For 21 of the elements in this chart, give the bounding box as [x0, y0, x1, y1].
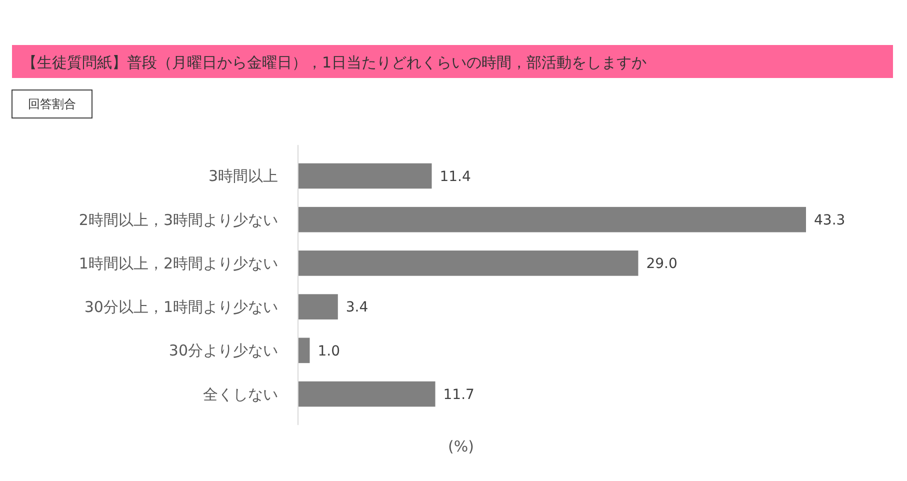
data-label: 11.7 — [443, 386, 474, 403]
y-tick-label: 30分以上，1時間より少ない — [84, 298, 278, 316]
bar — [298, 294, 338, 320]
y-tick-label: 30分より少ない — [168, 342, 278, 360]
x-axis-title: (%) — [448, 437, 474, 456]
y-tick-label: 2時間以上，3時間より少ない — [78, 210, 278, 229]
chart-title: 【生徒質問紙】普段（月曜日から金曜日），1日当たりどれくらいの時間，部活動をしますか — [22, 53, 647, 72]
y-tick-label: 全くしない — [203, 385, 278, 404]
bar — [298, 250, 638, 276]
data-label: 11.4 — [440, 168, 472, 185]
bar — [298, 338, 310, 364]
bar — [298, 163, 432, 189]
data-label: 43.3 — [814, 212, 846, 228]
bar — [298, 206, 806, 232]
y-tick-label: 1時間以上，2時間より少ない — [78, 254, 278, 272]
data-label: 29.0 — [646, 256, 678, 272]
bar — [298, 381, 436, 407]
data-label: 3.4 — [346, 300, 368, 316]
data-label: 1.0 — [318, 343, 340, 360]
text: 回答割合 — [28, 97, 76, 112]
y-tick-label: 3時間以上 — [208, 167, 278, 186]
